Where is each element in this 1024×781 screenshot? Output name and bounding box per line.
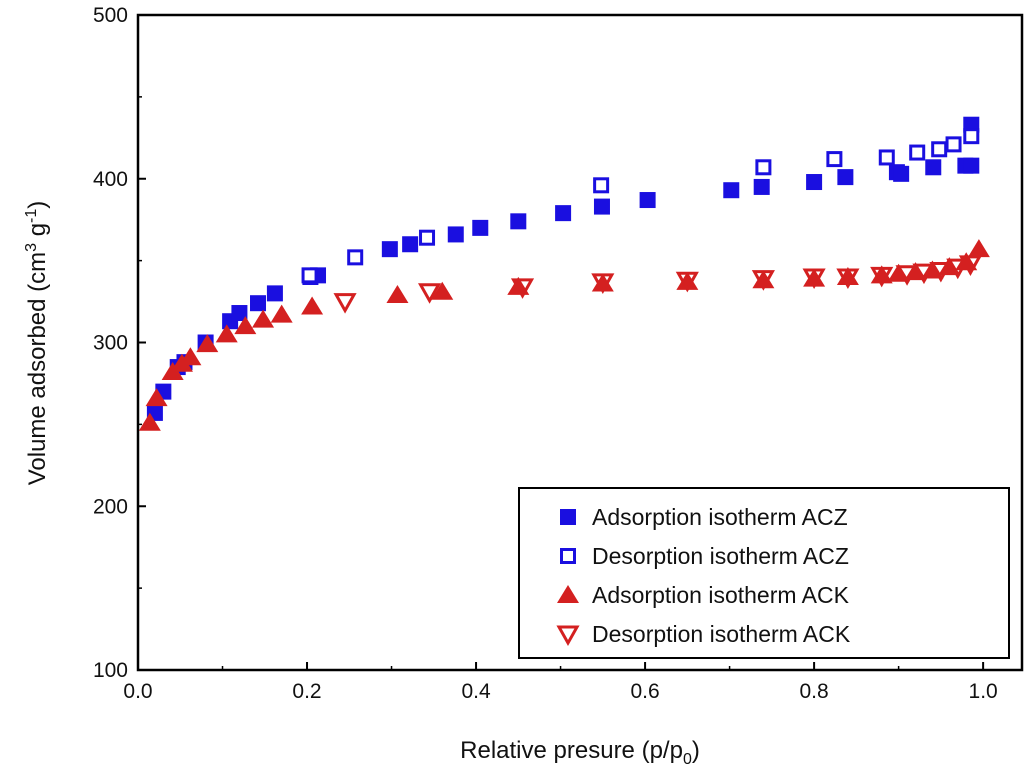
data-point: [806, 174, 823, 191]
data-point: [963, 157, 980, 174]
plot-frame: [136, 13, 1024, 672]
data-point: [878, 149, 895, 166]
data-point: [347, 249, 364, 266]
data-point: [447, 226, 464, 243]
data-point: [510, 278, 535, 299]
data-point: [386, 285, 409, 304]
data-point: [252, 309, 275, 328]
data-point: [431, 281, 454, 300]
data-point: [893, 165, 910, 182]
data-point: [946, 258, 970, 280]
legend-label: Desorption isotherm ACZ: [592, 543, 849, 569]
y-tick-label: 200: [93, 495, 128, 518]
y-tick-label: 100: [93, 659, 128, 682]
data-point: [145, 388, 168, 407]
data-point: [912, 263, 936, 285]
data-point: [751, 270, 775, 291]
data-point: [963, 128, 980, 145]
series-1: [301, 128, 980, 284]
data-point: [837, 169, 854, 186]
series-3: [333, 255, 983, 314]
legend-box: [518, 487, 1010, 659]
data-point: [591, 273, 615, 294]
legend-label: Adsorption isotherm ACZ: [592, 504, 848, 530]
data-point: [231, 305, 248, 322]
data-point: [895, 265, 919, 286]
legend: Adsorption isotherm ACZ Desorption isothe…: [518, 487, 1010, 659]
data-point: [250, 295, 267, 312]
data-point: [802, 268, 826, 290]
data-point: [723, 182, 740, 199]
y-tick-label: 500: [93, 4, 128, 27]
data-point: [301, 267, 318, 284]
data-point: [196, 334, 219, 353]
data-point: [870, 266, 894, 288]
x-tick-label: 0.4: [461, 680, 491, 703]
data-point: [418, 283, 442, 304]
x-axis-label: Relative presure (p/p0): [460, 737, 700, 768]
data-point: [925, 159, 942, 176]
series-2: [138, 239, 990, 431]
data-point: [753, 178, 770, 195]
data-point: [138, 412, 161, 431]
data-point: [826, 151, 843, 168]
data-point: [419, 229, 436, 246]
data-point: [675, 271, 699, 293]
data-point: [234, 316, 257, 335]
legend-label: Desorption isotherm ACK: [592, 621, 851, 647]
legend-marker: [556, 625, 580, 647]
data-point: [803, 268, 826, 287]
data-point: [266, 285, 283, 302]
data-point: [755, 159, 772, 176]
legend-label: Adsorption isotherm ACK: [592, 582, 850, 608]
legend-marker: [557, 585, 579, 603]
y-axis-label: Volume adsorbed (cm3 g-1): [23, 201, 51, 486]
y-tick-label: 400: [93, 168, 128, 191]
x-tick-label: 0.6: [630, 680, 659, 703]
x-tick-label: 0.8: [799, 680, 828, 703]
data-point: [215, 324, 238, 343]
data-point: [472, 219, 489, 236]
data-point: [967, 239, 990, 258]
x-tick-label: 0.2: [292, 680, 321, 703]
data-point: [909, 144, 926, 161]
data-point: [593, 177, 610, 194]
data-point: [752, 270, 775, 289]
data-point: [870, 265, 893, 284]
data-point: [510, 213, 527, 230]
data-point: [381, 241, 398, 258]
legend-marker: [560, 548, 576, 564]
data-point: [402, 236, 419, 253]
data-point: [333, 293, 357, 314]
data-point: [555, 205, 572, 222]
x-tick-label: 1.0: [969, 680, 998, 703]
legend-marker: [560, 509, 576, 525]
data-point: [958, 255, 983, 276]
data-point: [270, 304, 293, 323]
data-point: [676, 271, 699, 290]
y-tick-label: 300: [93, 332, 128, 355]
data-point: [929, 261, 953, 283]
data-point: [301, 296, 324, 315]
data-point: [931, 141, 948, 158]
data-point: [639, 192, 656, 209]
data-point: [179, 347, 202, 366]
data-point: [593, 198, 610, 215]
data-point: [836, 268, 860, 290]
data-point: [836, 267, 859, 285]
data-point: [945, 136, 962, 153]
data-point: [591, 273, 614, 292]
x-tick-label: 0.0: [123, 680, 152, 703]
